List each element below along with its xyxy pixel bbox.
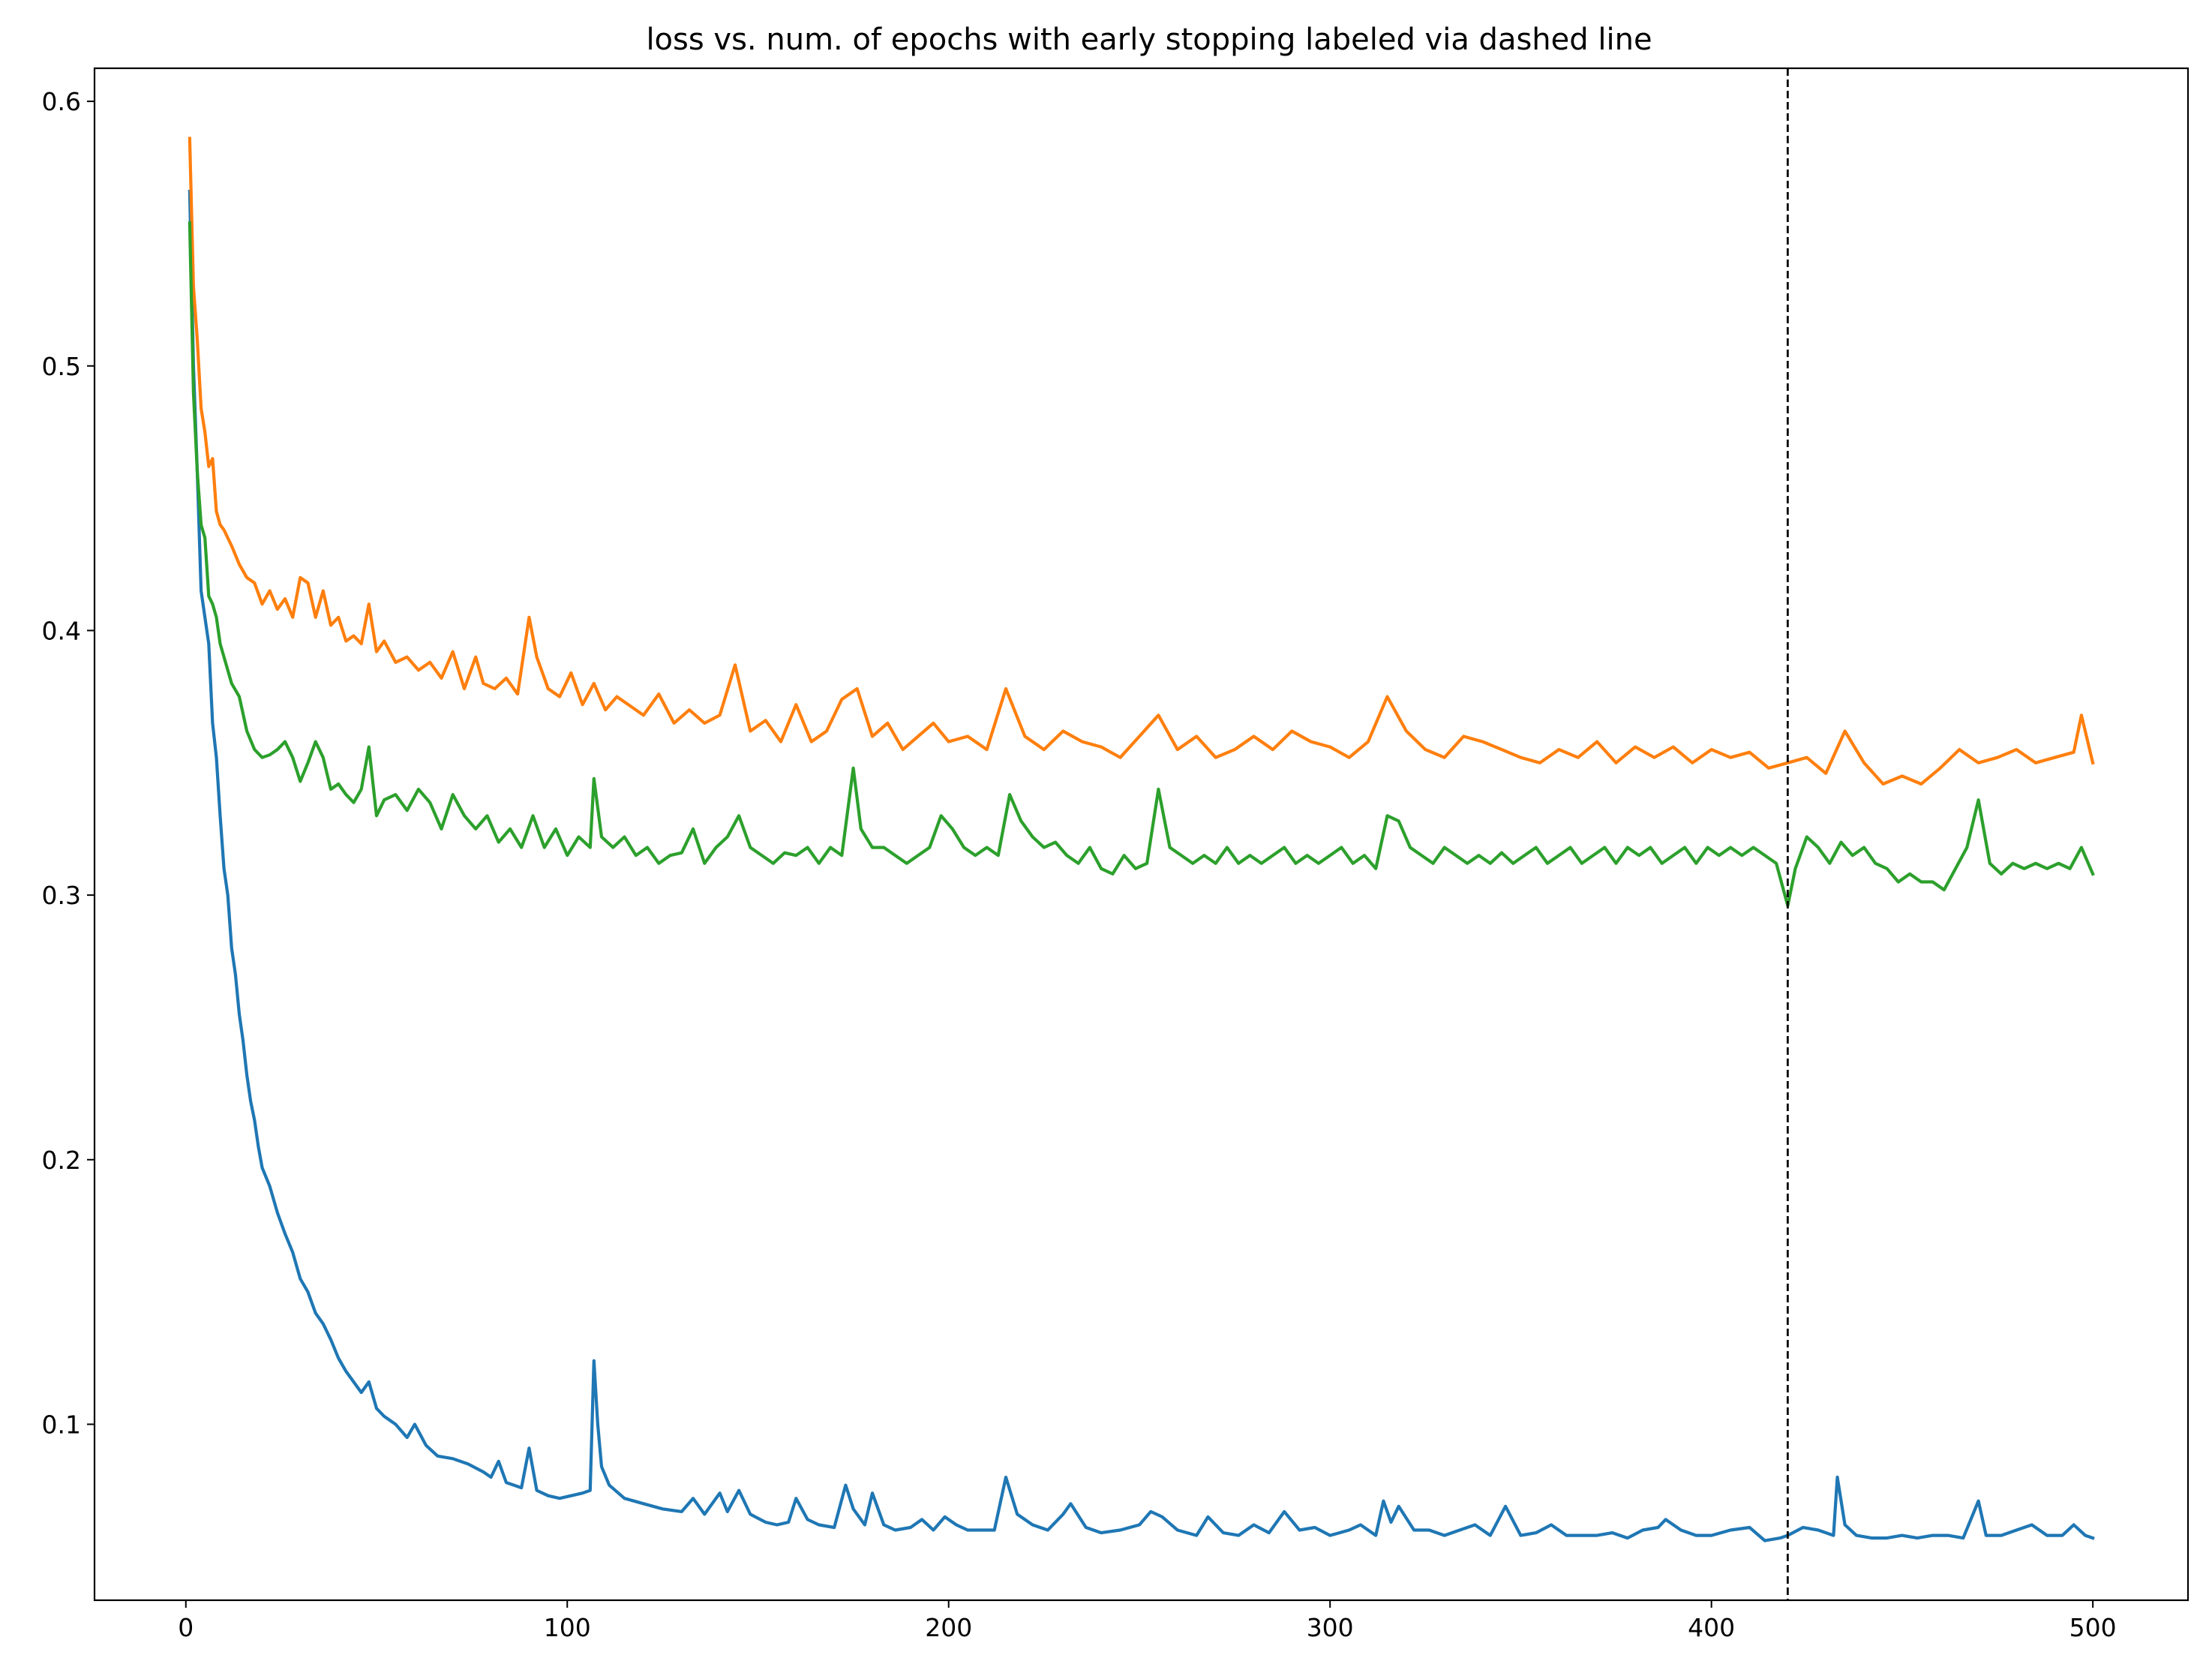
- y-tick-label: 0.3: [42, 881, 81, 910]
- x-tick-label: 0: [178, 1613, 194, 1642]
- x-tick-label: 300: [1307, 1613, 1354, 1642]
- chart-title: loss vs. num. of epochs with early stopp…: [646, 23, 1652, 57]
- series-line-2: [188, 137, 2095, 786]
- plot-area: [188, 68, 2095, 1600]
- y-tick-label: 0.6: [42, 87, 81, 116]
- x-tick-label: 400: [1688, 1613, 1735, 1642]
- x-tick-label: 500: [2069, 1613, 2117, 1642]
- y-tick-label: 0.5: [42, 352, 81, 381]
- series-line-1: [188, 189, 2095, 1542]
- x-tick-label: 200: [925, 1613, 972, 1642]
- y-tick-label: 0.4: [42, 616, 81, 645]
- y-tick-label: 0.2: [42, 1146, 81, 1175]
- series-line-3: [188, 221, 2095, 908]
- y-tick-label: 0.1: [42, 1410, 81, 1439]
- x-tick-label: 100: [544, 1613, 591, 1642]
- axes: 0 100 200 300 400 500 0.1 0.2 0.3 0.4 0.5 0.6: [42, 67, 2189, 1642]
- plot-frame: [93, 67, 2189, 1602]
